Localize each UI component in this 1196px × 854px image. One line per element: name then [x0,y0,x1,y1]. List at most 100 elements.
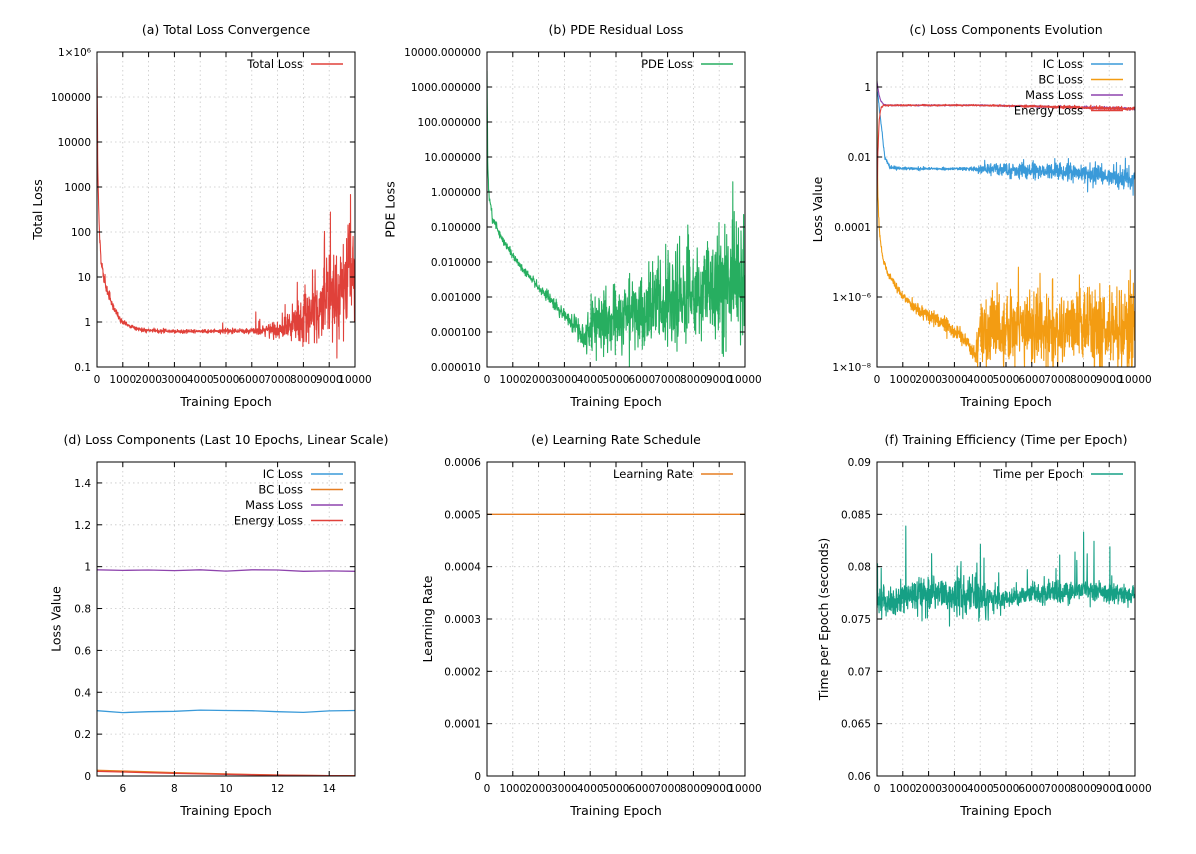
y-tick-label: 0.2 [74,729,91,741]
series-line-pde-loss [487,70,745,367]
y-tick-label: 0.06 [848,771,872,783]
x-tick-label: 1000 [499,374,526,386]
x-tick-label: 0 [484,374,491,386]
x-tick-label: 9000 [706,783,733,795]
x-tick-label: 1000 [889,374,916,386]
y-tick-label: 100 [71,227,91,239]
x-axis-label: Training Epoch [569,394,662,409]
y-tick-label: 10 [78,272,91,284]
x-tick-label: 7000 [1044,783,1071,795]
x-tick-label: 9000 [706,374,733,386]
y-tick-label: 0.0003 [444,614,481,626]
y-tick-label: 0.0002 [444,666,481,678]
x-axis-label: Training Epoch [959,803,1052,818]
x-tick-label: 3000 [551,783,578,795]
x-tick-label: 2000 [135,374,162,386]
series-line-energy-loss [877,103,1135,203]
x-tick-label: 4000 [577,374,604,386]
x-tick-label: 7000 [264,374,291,386]
x-axis-label: Training Epoch [959,394,1052,409]
y-tick-label: 0.075 [841,614,871,626]
y-axis-label: Loss Value [48,586,63,652]
x-tick-label: 5000 [993,374,1020,386]
x-tick-label: 8000 [1070,783,1097,795]
x-tick-label: 9000 [1096,783,1123,795]
x-tick-label: 0 [484,783,491,795]
chart-title: (c) Loss Components Evolution [909,22,1102,37]
x-tick-label: 6000 [628,783,655,795]
chart-3: 0 1000 2000 3000 4000 5000 6000 7000 8000 9000100… [810,22,1152,409]
y-tick-label: 0.001000 [431,292,481,304]
x-tick-label: 10000 [1118,783,1151,795]
series-group [97,569,355,776]
legend-entry: Energy Loss [234,514,303,528]
y-tick-label: 0.085 [841,509,871,521]
x-tick-label: 1000 [109,374,136,386]
x-tick-label: 0 [874,374,881,386]
y-tick-label: 10000.000000 [404,47,481,59]
chart-5: 0 1000 2000 3000 4000 5000 6000 7000 8000 9000100… [420,432,762,818]
x-tick-label: 5000 [993,783,1020,795]
legend-entry: Energy Loss [1014,104,1083,118]
y-tick-label: 0.000100 [431,327,481,339]
x-tick-label: 10000 [338,374,371,386]
y-tick-label: 100.000000 [418,117,481,129]
chart-title: (e) Learning Rate Schedule [531,432,701,447]
y-tick-label: 0.000010 [431,362,481,374]
series-group [877,525,1135,627]
legend-entry: Total Loss [246,57,303,71]
y-axis-label: PDE Loss [383,181,398,237]
grid [877,462,1135,776]
x-tick-label: 8 [171,783,178,795]
y-tick-label: 100000 [51,92,91,104]
x-tick-label: 4000 [967,374,994,386]
legend-entry: IC Loss [1043,57,1083,71]
chart-title: (d) Loss Components (Last 10 Epochs, Lin… [64,432,389,447]
chart-title: (f) Training Efficiency (Time per Epoch) [885,432,1128,447]
y-tick-label: 10.000000 [424,152,481,164]
chart-title: (b) PDE Residual Loss [549,22,684,37]
y-tick-label: 0.8 [74,604,91,616]
y-tick-label: 0.6 [74,645,91,657]
y-tick-label: 1×10⁶ [58,47,91,59]
legend: Learning Rate [613,467,733,481]
x-axis-label: Training Epoch [179,394,272,409]
x-tick-label: 10 [219,783,232,795]
legend-entry: Learning Rate [613,467,693,481]
x-tick-label: 8000 [680,374,707,386]
x-tick-label: 0 [94,374,101,386]
x-tick-label: 14 [323,783,337,795]
x-tick-label: 8000 [680,783,707,795]
y-tick-label: 0.01 [848,152,871,164]
x-tick-label: 12 [271,783,284,795]
chart-1: 0 1000 2000 3000 4000 5000 6000 7000 8000 9000100… [30,22,372,409]
y-tick-label: 0.0004 [444,562,481,574]
legend-entry: Mass Loss [245,498,303,512]
y-tick-label: 1000.000000 [411,82,481,94]
grid [97,462,355,776]
y-tick-label: 0.07 [848,666,871,678]
series-line-mass-loss [97,569,355,572]
y-tick-label: 0.08 [848,562,871,574]
y-axis-label: Loss Value [810,176,825,242]
x-tick-label: 6000 [1018,783,1045,795]
x-tick-label: 6000 [1018,374,1045,386]
x-tick-label: 3000 [161,374,188,386]
x-tick-label: 2000 [525,783,552,795]
y-tick-label: 1×10⁻⁸ [832,362,871,374]
x-tick-label: 4000 [577,783,604,795]
series-group [877,80,1135,367]
x-tick-label: 5000 [603,374,630,386]
series-line-ic-loss [877,90,1135,196]
y-tick-label: 1 [864,82,871,94]
y-tick-label: 0.0001 [444,719,481,731]
x-tick-label: 5000 [603,783,630,795]
x-tick-label: 2000 [915,374,942,386]
legend-entry: Mass Loss [1025,88,1083,102]
y-tick-label: 0 [84,771,91,783]
legend-entry: BC Loss [258,483,303,497]
legend: Time per Epoch [992,467,1123,481]
y-tick-label: 1000 [64,182,91,194]
x-tick-label: 3000 [941,783,968,795]
